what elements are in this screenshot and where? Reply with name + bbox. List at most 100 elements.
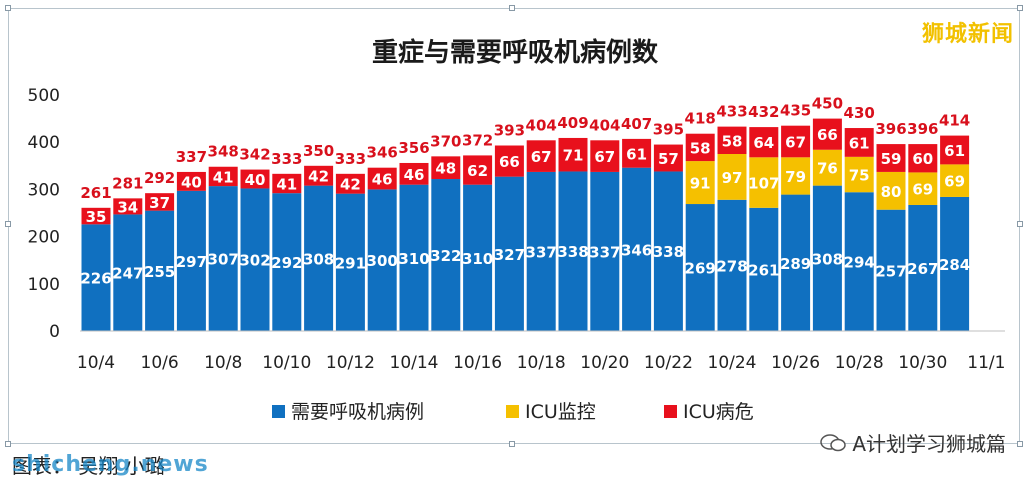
bar-segment bbox=[653, 144, 683, 172]
bar-segment bbox=[494, 176, 524, 331]
bar-segment bbox=[558, 171, 588, 331]
x-tick-label: 10/12 bbox=[326, 353, 375, 373]
bar-value-label: 75 bbox=[849, 167, 870, 185]
bar-total-label: 433 bbox=[716, 103, 747, 121]
bar-value-label: 66 bbox=[499, 153, 520, 171]
bar-value-label: 46 bbox=[372, 171, 393, 189]
bar-total-label: 337 bbox=[176, 148, 207, 166]
bar-value-label: 310 bbox=[462, 250, 493, 268]
bar-segment bbox=[717, 199, 747, 331]
bar-segment bbox=[367, 167, 397, 190]
x-axis: 10/4 10/6 10/8 10/10 10/12 10/14 10/16 10/18 10/… bbox=[77, 330, 1005, 373]
resize-handle-ml[interactable] bbox=[5, 221, 11, 227]
bar-value-label: 37 bbox=[149, 194, 170, 212]
bar-total-label: 350 bbox=[303, 142, 334, 160]
bar-value-label: 294 bbox=[844, 254, 875, 272]
legend-label: ICU病危 bbox=[683, 401, 754, 423]
bar-value-label: 308 bbox=[812, 250, 843, 268]
bar-total-label: 393 bbox=[494, 122, 525, 140]
bar-value-label: 302 bbox=[239, 252, 270, 270]
y-tick-label: 100 bbox=[28, 275, 60, 295]
y-tick-label: 0 bbox=[49, 322, 60, 342]
bar-value-label: 67 bbox=[531, 148, 552, 166]
bar-value-label: 35 bbox=[86, 208, 107, 226]
bar-total-label: 292 bbox=[144, 169, 175, 187]
bar-total-label: 342 bbox=[239, 146, 270, 164]
bar-segment bbox=[399, 162, 429, 185]
bar-total-label: 281 bbox=[112, 174, 143, 192]
bars: 226 35 261 247 34 281 255 37 292 297 40 337 307 41 348… bbox=[80, 95, 970, 331]
bar-total-label: 450 bbox=[812, 95, 843, 113]
bar-total-label: 396 bbox=[907, 120, 938, 138]
bar-value-label: 308 bbox=[303, 250, 334, 268]
resize-handle-bl[interactable] bbox=[5, 441, 11, 447]
bar-segment bbox=[812, 118, 842, 150]
bar-segment bbox=[558, 137, 588, 172]
bar-value-label: 255 bbox=[144, 263, 175, 281]
x-tick-label: 10/24 bbox=[708, 353, 757, 373]
bar-segment bbox=[749, 207, 779, 331]
bar-segment bbox=[876, 209, 906, 331]
resize-handle-tr[interactable] bbox=[1017, 5, 1023, 11]
bar-value-label: 346 bbox=[621, 241, 652, 259]
bar-segment bbox=[908, 172, 938, 205]
bar-value-label: 67 bbox=[785, 133, 806, 151]
x-tick-label: 10/22 bbox=[644, 353, 693, 373]
bar-value-label: 64 bbox=[753, 134, 774, 152]
bar-segment bbox=[335, 193, 365, 331]
bar-segment bbox=[272, 193, 302, 331]
bar-total-label: 404 bbox=[589, 116, 620, 134]
bar-segment bbox=[494, 145, 524, 177]
bar-segment bbox=[844, 128, 874, 157]
bar-value-label: 34 bbox=[117, 198, 138, 216]
resize-handle-tl[interactable] bbox=[5, 5, 11, 11]
bar-value-label: 48 bbox=[435, 160, 456, 178]
bar-segment bbox=[940, 135, 970, 165]
bar-segment bbox=[908, 204, 938, 331]
resize-handle-mr[interactable] bbox=[1017, 221, 1023, 227]
watermark-top: 狮城新闻 bbox=[921, 22, 1014, 47]
bottom-note: 图表： 吴翔 小璐 bbox=[12, 454, 165, 478]
bar-segment bbox=[176, 190, 206, 331]
x-tick-label: 10/20 bbox=[580, 353, 629, 373]
legend-swatch bbox=[506, 405, 519, 418]
bar-segment bbox=[81, 207, 111, 225]
bar-total-label: 333 bbox=[271, 150, 302, 168]
bar-total-label: 418 bbox=[685, 110, 716, 128]
bar-value-label: 337 bbox=[526, 243, 557, 261]
bar-segment bbox=[431, 156, 461, 180]
x-tick-label: 11/1 bbox=[967, 353, 1005, 373]
bar-segment bbox=[844, 192, 874, 331]
legend-label: 需要呼吸机病例 bbox=[291, 401, 424, 423]
bar-value-label: 292 bbox=[271, 254, 302, 272]
bar-value-label: 41 bbox=[213, 168, 234, 186]
bar-value-label: 69 bbox=[912, 181, 933, 199]
bar-value-label: 79 bbox=[785, 168, 806, 186]
bar-value-label: 300 bbox=[367, 252, 398, 270]
bar-value-label: 66 bbox=[817, 126, 838, 144]
bar-value-label: 226 bbox=[80, 270, 111, 288]
resize-handle-br[interactable] bbox=[1017, 441, 1023, 447]
bar-total-label: 432 bbox=[748, 103, 779, 121]
resize-handle-bc[interactable] bbox=[509, 441, 515, 447]
bar-segment bbox=[304, 185, 334, 331]
bar-value-label: 67 bbox=[594, 148, 615, 166]
bar-total-label: 396 bbox=[875, 120, 906, 138]
x-tick-label: 10/10 bbox=[262, 353, 311, 373]
wechat-icon bbox=[820, 433, 847, 453]
bar-value-label: 57 bbox=[658, 150, 679, 168]
bar-segment bbox=[304, 165, 334, 186]
bar-value-label: 337 bbox=[589, 243, 620, 261]
bar-segment bbox=[113, 198, 143, 215]
x-tick-label: 10/6 bbox=[141, 353, 179, 373]
bar-segment bbox=[717, 126, 747, 154]
bar-segment bbox=[812, 149, 842, 186]
bar-segment bbox=[431, 179, 461, 331]
bar-value-label: 97 bbox=[722, 169, 743, 187]
bar-value-label: 76 bbox=[817, 160, 838, 178]
resize-handle-tc[interactable] bbox=[509, 5, 515, 11]
bar-segment bbox=[240, 188, 270, 331]
bar-value-label: 322 bbox=[430, 247, 461, 265]
bar-value-label: 61 bbox=[626, 145, 647, 163]
bar-segment bbox=[781, 194, 811, 331]
